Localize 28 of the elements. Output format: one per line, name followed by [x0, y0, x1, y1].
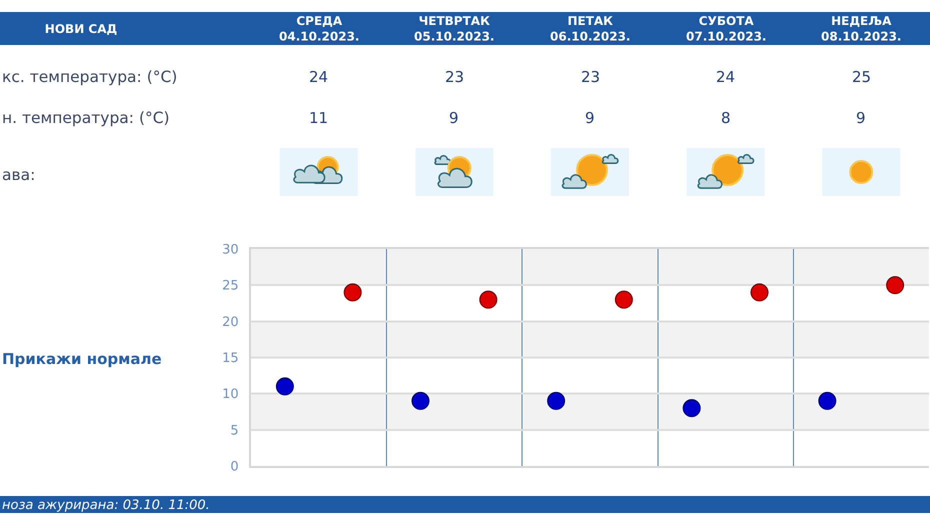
- y-tick-label: 25: [222, 278, 239, 294]
- y-tick-label: 15: [222, 351, 239, 366]
- data-label: 24: [716, 68, 736, 86]
- y-tick-label: 30: [222, 242, 239, 258]
- text: ЧЕТВРТАК 05.10.2023.: [414, 14, 494, 44]
- text: НЕДЕЉА 08.10.2023.: [821, 14, 902, 44]
- data-label: 11: [309, 109, 328, 127]
- data-label: 24: [309, 68, 328, 86]
- y-tick-label: 0: [230, 460, 239, 475]
- y-tick-label: 10: [222, 387, 239, 402]
- data-label: 9: [585, 109, 595, 127]
- text: ПЕТАК 06.10.2023.: [550, 14, 630, 44]
- data-label: 23: [581, 68, 600, 86]
- text: ава:: [2, 166, 36, 184]
- data-label: 25: [852, 68, 872, 86]
- text: ноза ажурирана: 03.10. 11:00.: [2, 498, 210, 513]
- y-tick-label: 20: [222, 314, 239, 330]
- text: кс. температура: (°C): [2, 68, 178, 86]
- y-tick-label: 5: [230, 423, 239, 438]
- text: Прикажи нормале: [2, 350, 162, 368]
- data-label: 9: [449, 109, 459, 127]
- text: СРЕДА 04.10.2023.: [279, 14, 360, 44]
- data-label: 8: [721, 109, 731, 127]
- text: НОВИ САД: [44, 22, 118, 36]
- text: н. температура: (°C): [2, 109, 170, 127]
- text: СУБОТА 07.10.2023.: [686, 14, 766, 44]
- data-label: 23: [445, 68, 464, 86]
- data-label: 9: [856, 109, 866, 127]
